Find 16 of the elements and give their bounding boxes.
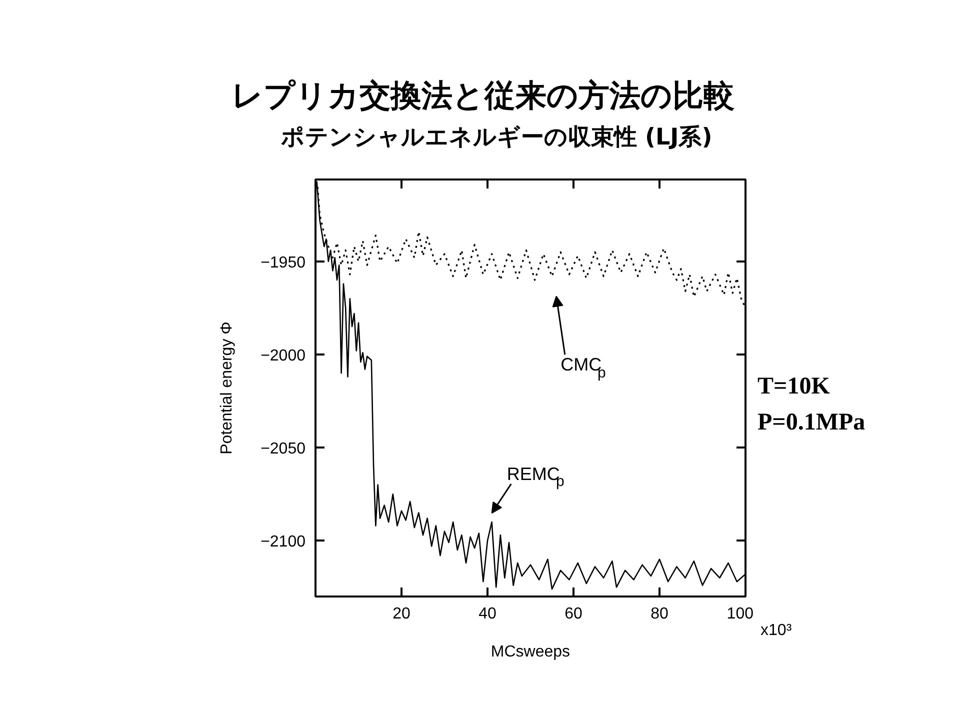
x-tick-label: 60 [564,606,582,622]
text: P=0.1MPa [758,410,866,436]
chart-subtitle: ポテンシャルエネルギーの収束性 (LJ系) [280,124,712,150]
chart-title: レプリカ交換法と従来の方法の比較 [232,78,735,114]
x-axis-title: MCsweeps [490,644,570,660]
text: x10³ [760,622,792,640]
y-tick-label: −1950 [260,254,306,272]
y-tick-label: −2100 [260,534,306,551]
x-tick-label: 80 [650,606,668,622]
y-tick-label: −2000 [260,347,306,364]
text: T=10K [758,374,830,400]
x-tick-label: 40 [478,606,496,622]
y-axis-title: Potential energy Φ [218,322,236,454]
x-tick-label: 100 [726,606,754,622]
y-tick-label: −2050 [260,440,306,458]
x-tick-label: 20 [392,606,410,622]
